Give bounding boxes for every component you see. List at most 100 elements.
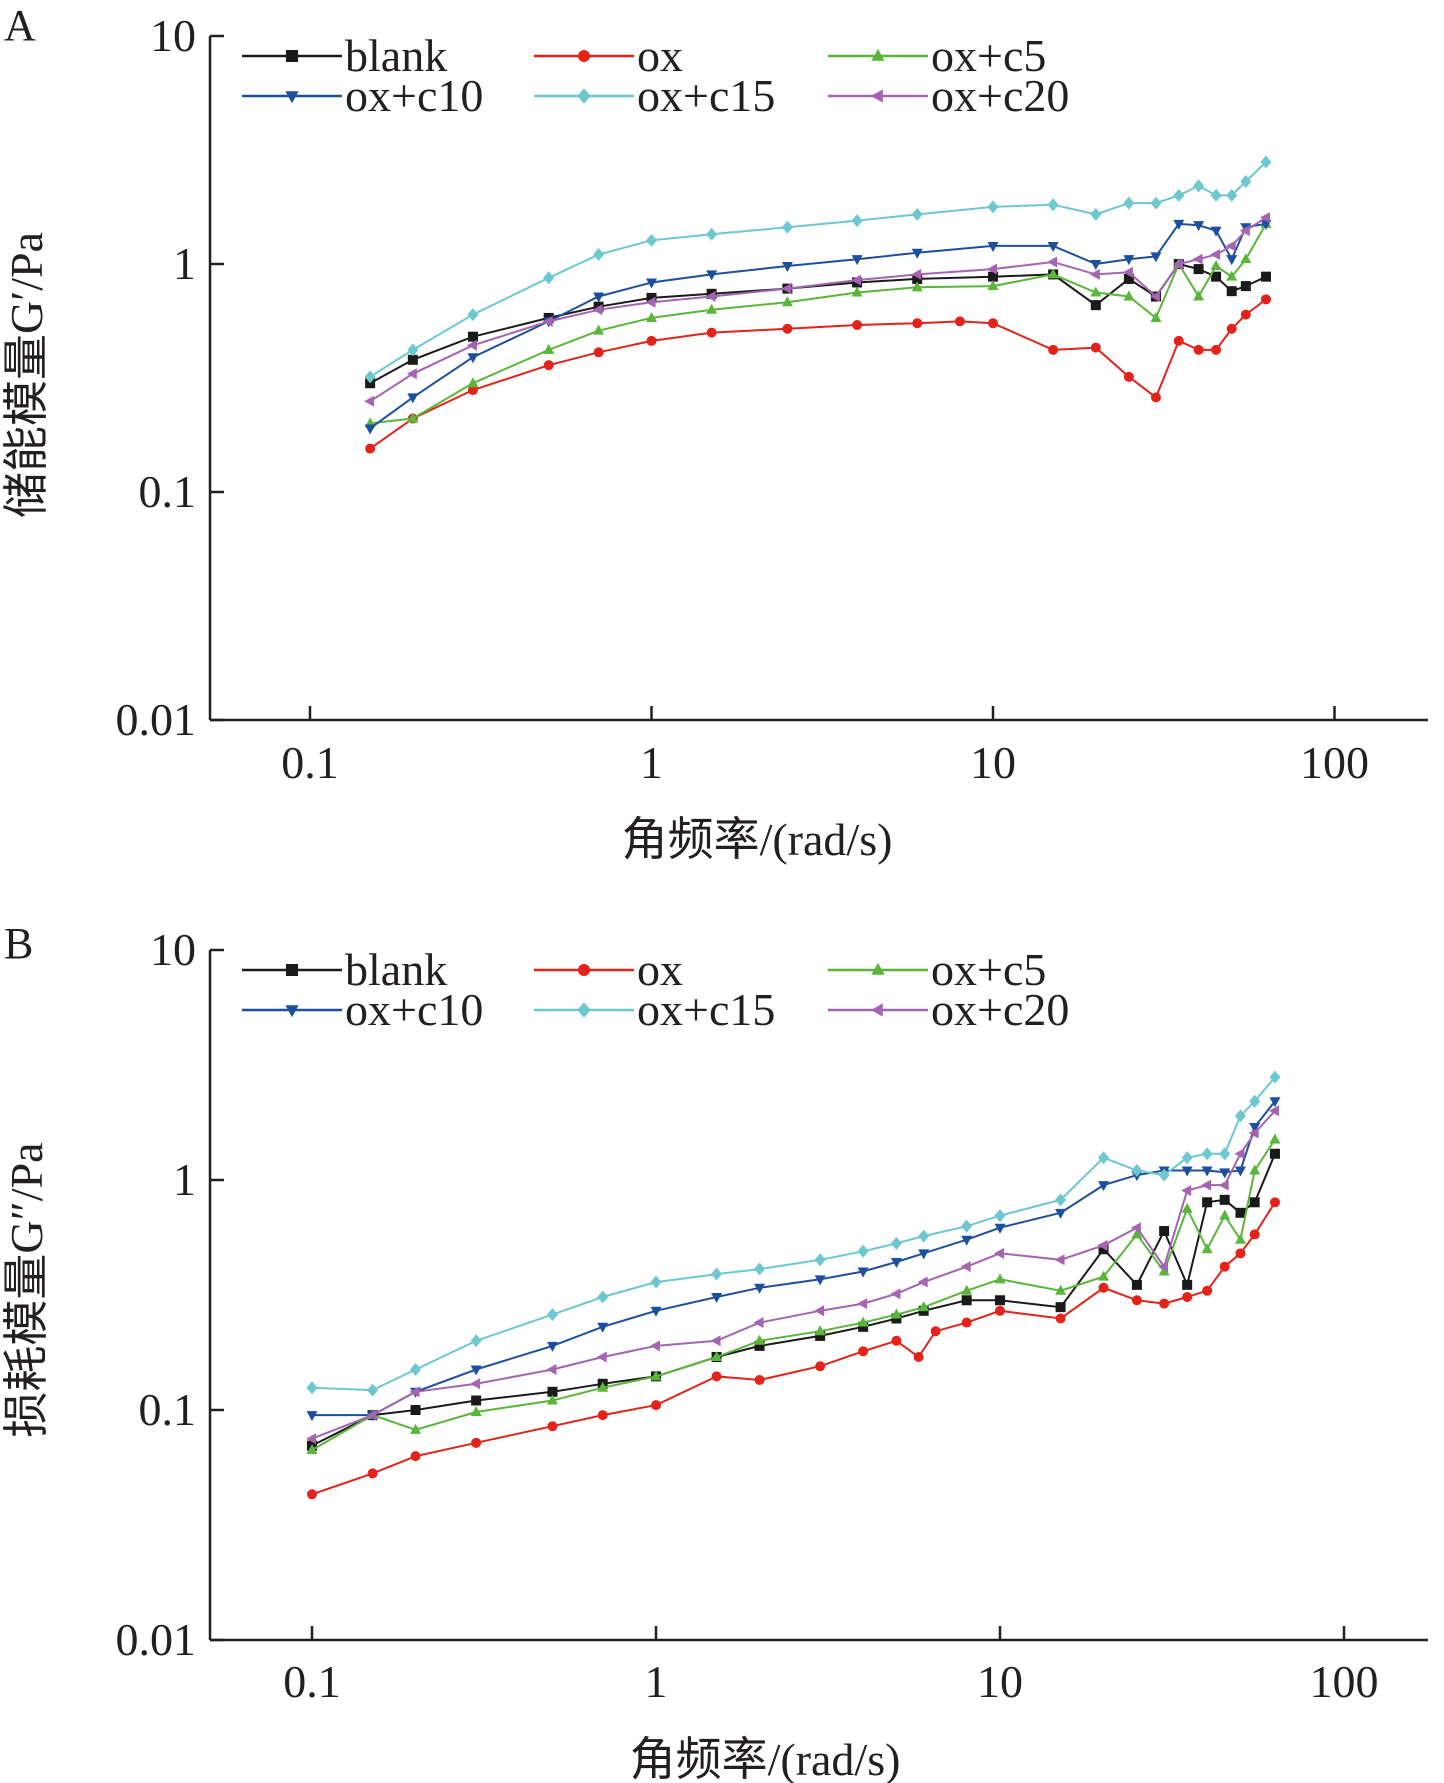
panel-b-point-ox-c10	[470, 1365, 482, 1376]
panel-a-point-ox	[1211, 344, 1222, 355]
panel-a-point-ox-c5	[1240, 253, 1252, 264]
panel-b-point-ox-c15	[1201, 1147, 1213, 1161]
panel-b-point-ox-c15	[470, 1334, 482, 1348]
panel-b-series-line-blank	[311, 1153, 1276, 1447]
panel-b-point-ox	[1131, 1295, 1142, 1306]
panel-b-point-ox-c5	[410, 1423, 422, 1434]
panel-b-point-blank	[1235, 1207, 1246, 1218]
panel-a-point-ox-c15	[1193, 179, 1205, 193]
panel-a-point-blank	[1211, 271, 1222, 282]
panel-a-legend-label-ox: ox	[637, 30, 683, 81]
panel-a-point-ox	[1150, 392, 1161, 403]
panel-b-point-ox-c20	[857, 1298, 868, 1310]
panel-b-point-ox-c10	[754, 1283, 766, 1294]
panel-a-point-ox-c5	[1226, 270, 1238, 281]
panel-a-y-tick-label: 0.01	[116, 694, 197, 745]
panel-b-point-blank	[815, 1330, 826, 1341]
panel-a-point-ox	[467, 385, 478, 396]
panel-a-x-tick-label: 1	[640, 737, 663, 788]
panel-a-point-ox-c20	[705, 291, 716, 303]
panel-a-point-ox-c5	[781, 296, 793, 307]
panel-a-y-tick-label: 0.1	[139, 466, 197, 517]
panel-a-legend-item-ox-c10: ox+c10	[242, 70, 483, 121]
panel-b-point-ox-c10	[1269, 1097, 1281, 1108]
panel-b-point-ox-c10	[961, 1235, 973, 1246]
panel-a-y-tick-label: 1	[173, 238, 196, 289]
panel-b-point-ox-c20	[890, 1288, 901, 1300]
panel-b-point-ox-c10	[597, 1322, 609, 1333]
panel-a-point-blank	[1260, 271, 1271, 282]
panel-b-series-ox	[307, 1197, 1280, 1500]
panel-a-point-ox-c15	[407, 343, 419, 357]
panel-b-point-ox-c20	[1054, 1254, 1065, 1266]
panel-b-y-tick-label: 0.01	[116, 1614, 197, 1665]
panel-b-point-ox	[1219, 1261, 1230, 1272]
panel-a-point-ox-c20	[1089, 268, 1100, 280]
panel-b-point-ox-c5	[470, 1406, 482, 1417]
panel-b-legend-marker-ox-c5	[871, 962, 885, 975]
panel-b: B 0.01 0.1 1 10 0.1 1 10 100 角频率/(rad/s) 损耗模量G″/Pa…	[1, 919, 1428, 1783]
panel-b-y-tick-label: 10	[150, 924, 196, 975]
panel-b-point-ox	[891, 1335, 902, 1346]
panel-b-point-ox	[858, 1346, 869, 1357]
panel-a-point-ox-c5	[1090, 286, 1102, 297]
panel-a-point-ox	[1193, 344, 1204, 355]
panel-b-point-blank	[1182, 1279, 1193, 1290]
panel-a-point-ox-c10	[1123, 255, 1135, 266]
panel-a-point-ox-c20	[364, 395, 375, 407]
panel-a-legend-item-ox-c20: ox+c20	[828, 70, 1069, 121]
panel-b-point-ox-c5	[890, 1308, 902, 1319]
panel-b-point-ox-c20	[1248, 1127, 1259, 1139]
panel-a-legend-item-ox-c5: ox+c5	[828, 30, 1046, 81]
panel-b-point-ox-c15	[1219, 1147, 1231, 1161]
panel-a-point-ox-c10	[911, 248, 923, 259]
panel-a-point-ox-c20	[851, 274, 862, 286]
panel-a-series-line-ox	[369, 298, 1267, 450]
panel-a-point-ox-c15	[1260, 155, 1272, 169]
panel-b-point-ox	[995, 1305, 1005, 1316]
panel-b-point-ox-c5	[857, 1316, 869, 1327]
panel-b-point-ox-c15	[410, 1362, 422, 1376]
panel-a-x-axis-label: 角频率/(rad/s)	[622, 814, 893, 865]
panel-b-point-ox	[597, 1410, 608, 1421]
panel-a-point-ox-c15	[1226, 188, 1238, 202]
panel-a-point-ox-c20	[1149, 291, 1160, 303]
panel-b-point-ox-c15	[857, 1244, 869, 1258]
panel-b-point-ox-c5	[597, 1381, 609, 1392]
panel-a-legend-marker-ox-c5	[871, 48, 885, 61]
panel-b-point-blank	[1249, 1197, 1260, 1208]
panel-b-point-ox	[961, 1317, 972, 1328]
panel-b-point-ox-c5	[754, 1334, 766, 1345]
panel-a-point-ox-c15	[1047, 198, 1059, 212]
panel-a-point-ox-c10	[1226, 255, 1238, 266]
panel-a-legend-item-ox-c15: ox+c15	[534, 70, 775, 121]
panel-b-point-ox-c10	[857, 1267, 869, 1278]
panel-b-point-ox	[410, 1451, 421, 1462]
panel-a-point-ox-c15	[851, 214, 863, 228]
panel-a-point-ox-c15	[593, 248, 605, 262]
panel-a-legend-label-ox-c10: ox+c10	[345, 70, 483, 121]
panel-b-point-ox-c15	[597, 1290, 609, 1304]
panel-b-point-blank	[1219, 1194, 1230, 1205]
panel-a-point-ox	[1090, 342, 1101, 353]
panel-a-point-ox	[1260, 294, 1271, 305]
panel-b-point-ox	[1269, 1197, 1280, 1208]
panel-a-point-ox-c5	[1193, 290, 1205, 301]
panel-a-legend-item-ox: ox	[534, 30, 683, 81]
panel-b-legend-item-ox-c20: ox+c20	[828, 984, 1069, 1035]
panel-b-point-ox	[547, 1421, 558, 1432]
panel-a-x-tick-label: 0.1	[281, 737, 339, 788]
panel-b-point-ox-c20	[960, 1261, 971, 1273]
panel-a-legend-marker-ox-c15	[577, 88, 591, 104]
panel-b-point-ox-c5	[711, 1350, 723, 1361]
panel-a-point-ox-c15	[543, 271, 555, 285]
panel-a-point-ox-c15	[1210, 188, 1222, 202]
panel-b-letter: B	[4, 919, 33, 968]
panel-a-point-ox-c10	[467, 353, 479, 364]
panel-b-point-ox-c5	[1098, 1270, 1110, 1281]
panel-b-point-ox-c20	[994, 1247, 1004, 1259]
panel-a-point-ox-c5	[467, 377, 479, 388]
panel-b-point-ox	[651, 1400, 661, 1411]
panel-b-series-line-ox-c10	[312, 1100, 1276, 1417]
panel-a-point-ox-c20	[1239, 225, 1250, 237]
